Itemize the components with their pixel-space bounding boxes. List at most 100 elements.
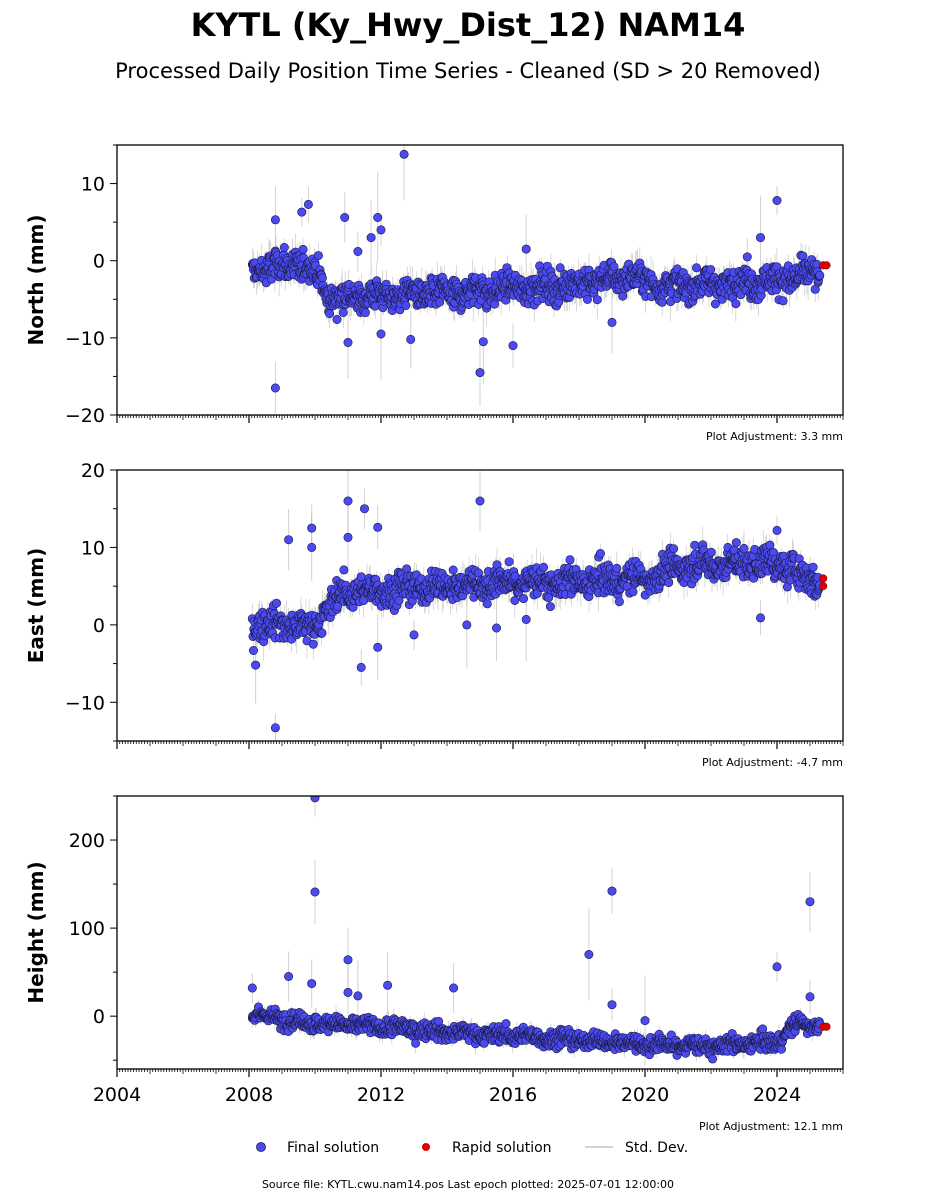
final-solution-point — [343, 532, 353, 542]
chart-title: KYTL (Ky_Hwy_Dist_12) NAM14 — [191, 6, 746, 44]
final-solution-point — [765, 540, 775, 550]
final-solution-point — [592, 295, 602, 305]
final-solution-point — [353, 247, 363, 257]
chart-subtitle: Processed Daily Position Time Series - C… — [115, 59, 821, 83]
final-solution-point — [607, 317, 617, 327]
y-tick-label: 20 — [81, 460, 105, 482]
final-solution-point — [614, 597, 624, 607]
final-solution-point — [710, 299, 720, 309]
y-axis: −10 0 10 20 — [65, 460, 117, 742]
final-solution-point — [478, 337, 488, 347]
y-tick-label: 10 — [81, 174, 105, 196]
y-tick-label: 0 — [93, 615, 105, 637]
final-solution-point — [325, 309, 335, 319]
final-solution-point — [307, 542, 317, 552]
panel-east: −10 0 10 20 East (mm) Plot Adjustment: -4.7 m… — [24, 460, 844, 769]
final-solution-point — [798, 251, 808, 261]
final-solution-point — [297, 207, 307, 217]
final-solution-point — [706, 547, 716, 557]
final-solution-point — [545, 602, 555, 612]
final-solution-point — [270, 215, 280, 225]
y-tick-label: −10 — [65, 692, 105, 714]
final-solution-point — [339, 565, 349, 575]
final-solution-point — [521, 614, 531, 624]
panel-north: −20 −10 0 10 North (mm) Plot Adjustment: 3.3 … — [24, 144, 844, 443]
final-solution-point — [249, 645, 259, 655]
plot-adjustment-note: Plot Adjustment: -4.7 mm — [702, 756, 843, 769]
final-solution-point — [376, 329, 386, 339]
std-dev-bars — [251, 470, 820, 741]
final-solution-points — [247, 496, 825, 733]
final-solution-point — [333, 601, 343, 611]
panel-data — [247, 796, 831, 1066]
final-solution-point — [778, 296, 788, 306]
final-solution-point — [409, 630, 419, 640]
x-axis — [116, 741, 844, 749]
final-solution-point — [376, 225, 386, 235]
final-solution-point — [706, 265, 716, 275]
final-solution-point — [475, 368, 485, 378]
y-tick-label: 10 — [81, 537, 105, 559]
y-tick-label: −20 — [65, 405, 105, 427]
final-solution-point — [808, 562, 818, 572]
final-solution-point — [359, 504, 369, 514]
final-solution-point — [504, 557, 514, 567]
final-solution-point — [448, 565, 458, 575]
final-solution-point — [731, 299, 741, 309]
final-solution-point — [475, 496, 485, 506]
y-axis-label: North (mm) — [24, 214, 48, 345]
final-solution-point — [366, 233, 376, 243]
final-solution-point — [628, 587, 638, 597]
final-solution-point — [518, 594, 528, 604]
final-solution-point — [373, 213, 383, 223]
final-solution-point — [582, 294, 592, 304]
final-solution-point — [565, 555, 575, 565]
final-solution-point — [755, 613, 765, 623]
final-solution-point — [555, 263, 565, 273]
final-solution-point — [742, 252, 752, 262]
final-solution-point — [399, 149, 409, 159]
rapid-solution-point — [819, 574, 828, 583]
final-solution-point — [370, 301, 380, 311]
final-solution-point — [544, 593, 554, 603]
final-solution-point — [373, 522, 383, 532]
final-solution-point — [279, 243, 289, 253]
panels: −20 −10 0 10 North (mm) Plot Adjustment: 3.3 … — [24, 144, 844, 1133]
final-solution-point — [313, 251, 323, 261]
rapid-solution-points — [819, 261, 831, 270]
final-solution-point — [664, 578, 674, 588]
final-solution-point — [521, 244, 531, 254]
final-solution-point — [739, 543, 749, 553]
final-solution-point — [303, 199, 313, 209]
final-solution-point — [755, 233, 765, 243]
final-solution-points — [247, 149, 825, 393]
final-solution-point — [772, 196, 782, 206]
rapid-solution-point — [819, 582, 828, 591]
y-axis-label: East (mm) — [24, 548, 48, 664]
panel-data — [247, 145, 831, 414]
final-solution-point — [343, 496, 353, 506]
final-solution-point — [595, 548, 605, 558]
y-axis: −20 −10 0 10 — [65, 144, 117, 427]
y-tick-label: −10 — [65, 328, 105, 350]
final-solution-point — [317, 273, 327, 283]
final-solution-point — [539, 562, 549, 572]
y-tick-label: 0 — [93, 251, 105, 273]
final-solution-point — [815, 270, 825, 280]
final-solution-point — [510, 595, 520, 605]
final-solution-point — [731, 538, 741, 548]
final-solution-point — [508, 341, 518, 351]
final-solution-point — [462, 620, 472, 630]
final-solution-point — [356, 662, 366, 672]
final-solution-point — [373, 642, 383, 652]
final-solution-point — [669, 544, 679, 554]
final-solution-point — [772, 525, 782, 535]
final-solution-point — [612, 563, 622, 573]
final-solution-point — [435, 297, 445, 307]
final-solution-point — [338, 307, 348, 317]
final-solution-point — [609, 262, 619, 272]
plot-adjustment-note: Plot Adjustment: 3.3 mm — [706, 430, 843, 443]
final-solution-points — [247, 796, 825, 1064]
